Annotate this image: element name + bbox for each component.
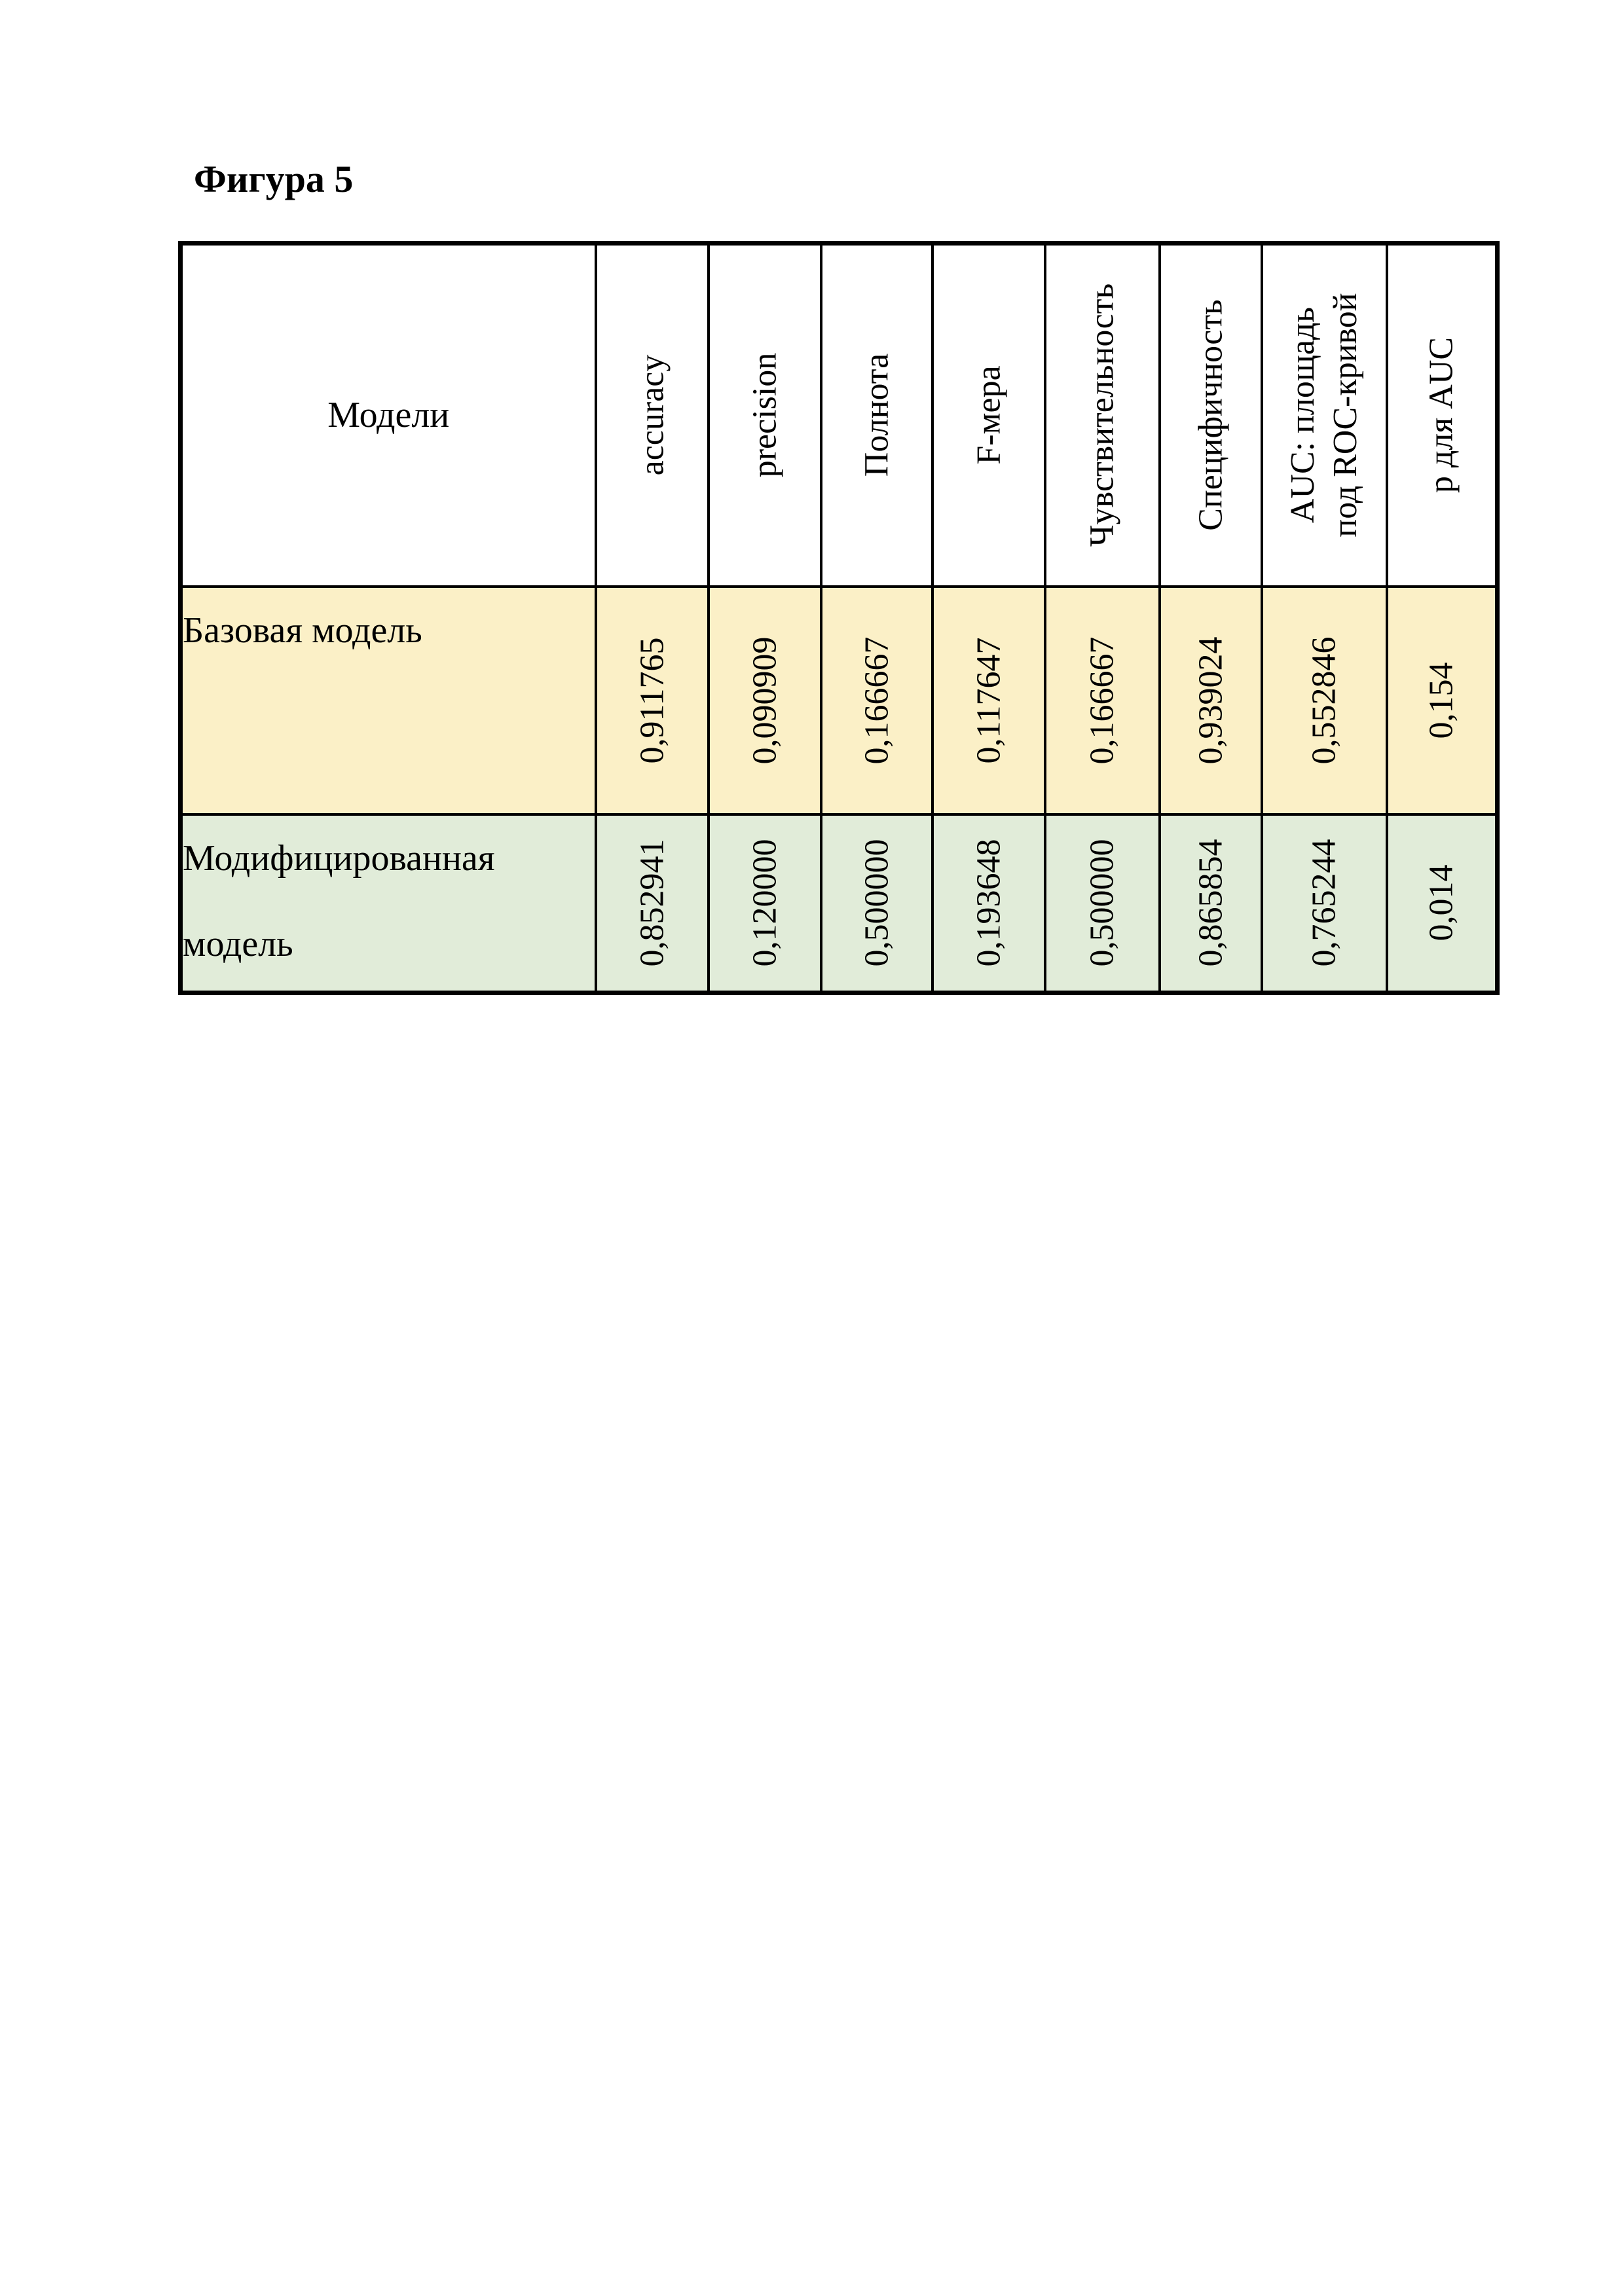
table-cell: 0,500000 bbox=[1043, 812, 1161, 994]
cell-value: 0,117647 bbox=[970, 636, 1007, 764]
cell-value: 0,090909 bbox=[746, 636, 783, 764]
table-cell: 0,193648 bbox=[931, 812, 1046, 994]
column-header-p-for-auc: p для AUC bbox=[1385, 242, 1499, 588]
table-cell: 0,911765 bbox=[594, 585, 710, 816]
cell-value: 0,014 bbox=[1422, 864, 1460, 941]
figure-title: Фигура 5 bbox=[194, 158, 354, 200]
table-cell: 0,166667 bbox=[1043, 585, 1161, 816]
table-cell: 0,552846 bbox=[1260, 585, 1388, 816]
column-header-sensitivity: Чувствительность bbox=[1043, 242, 1161, 588]
column-header-specificity: Специфичность bbox=[1158, 242, 1263, 588]
cell-value: 0,500000 bbox=[858, 839, 895, 967]
column-header-precision: precision bbox=[707, 242, 822, 588]
table-cell: 0,120000 bbox=[707, 812, 822, 994]
table-row-base-model: Базовая модель 0,911765 0,090909 0,16666… bbox=[179, 585, 1499, 816]
table-cell: 0,765244 bbox=[1260, 812, 1388, 994]
cell-value: 0,500000 bbox=[1083, 839, 1121, 967]
column-header-label: Чувствительность bbox=[1083, 283, 1121, 547]
cell-value: 0,765244 bbox=[1305, 839, 1343, 967]
cell-value: 0,166667 bbox=[858, 636, 895, 764]
table-row-modified-model: Модифицированная модель 0,852941 0,12000… bbox=[179, 812, 1499, 994]
cell-value: 0,166667 bbox=[1083, 636, 1121, 764]
column-header-label: accuracy bbox=[633, 354, 671, 476]
column-header-label: precision bbox=[746, 352, 783, 478]
column-header-f-measure: F-мера bbox=[931, 242, 1046, 588]
row-label-base-model: Базовая модель bbox=[179, 585, 597, 816]
column-header-label: p для AUC bbox=[1422, 337, 1460, 494]
column-header-recall: Полнота bbox=[819, 242, 934, 588]
column-header-label: Специфичность bbox=[1192, 299, 1229, 532]
column-header-label: Полнота bbox=[858, 354, 895, 477]
table-cell: 0,939024 bbox=[1158, 585, 1263, 816]
column-header-accuracy: accuracy bbox=[594, 242, 710, 588]
table-cell: 0,154 bbox=[1385, 585, 1499, 816]
cell-value: 0,552846 bbox=[1305, 636, 1343, 764]
table-cell: 0,852941 bbox=[594, 812, 710, 994]
table-cell: 0,500000 bbox=[819, 812, 934, 994]
column-header-label: AUC: площадь под ROC-кривой bbox=[1284, 293, 1364, 538]
metrics-table: Модели accuracy precision Полнота F-мера… bbox=[178, 241, 1500, 995]
header-row: Модели accuracy precision Полнота F-мера… bbox=[179, 242, 1499, 588]
corner-header-models: Модели bbox=[179, 242, 597, 588]
cell-value: 0,154 bbox=[1422, 662, 1460, 738]
cell-value: 0,911765 bbox=[633, 636, 671, 764]
cell-value: 0,865854 bbox=[1192, 839, 1229, 967]
row-label-modified-model: Модифицированная модель bbox=[179, 812, 597, 994]
column-header-auc: AUC: площадь под ROC-кривой bbox=[1260, 242, 1388, 588]
cell-value: 0,120000 bbox=[746, 839, 783, 967]
table-cell: 0,166667 bbox=[819, 585, 934, 816]
table-cell: 0,014 bbox=[1385, 812, 1499, 994]
cell-value: 0,852941 bbox=[633, 839, 671, 967]
table-cell: 0,090909 bbox=[707, 585, 822, 816]
cell-value: 0,939024 bbox=[1192, 636, 1229, 764]
table-cell: 0,865854 bbox=[1158, 812, 1263, 994]
cell-value: 0,193648 bbox=[970, 839, 1007, 967]
column-header-label: F-мера bbox=[970, 365, 1007, 465]
table-cell: 0,117647 bbox=[931, 585, 1046, 816]
